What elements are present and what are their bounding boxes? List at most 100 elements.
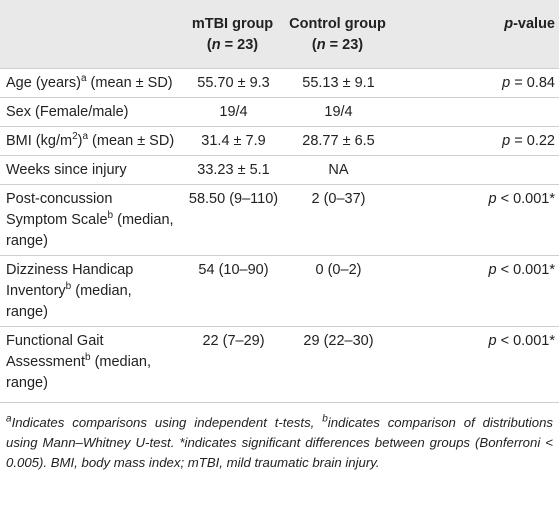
table-cell <box>390 97 559 127</box>
text: (median, range) <box>6 212 174 249</box>
text: indicates comparison of distributions us… <box>6 415 554 470</box>
italic-text: p <box>488 333 497 349</box>
table-cell: p < 0.001* <box>390 255 559 327</box>
text: Dizziness Handicap Inventory <box>6 262 134 299</box>
text: Indicates comparisons using independent … <box>11 415 323 430</box>
text: = 0.22 <box>510 133 555 149</box>
table-cell: Functional Gait Assessmentb (median, ran… <box>0 326 180 403</box>
header-line: p-value <box>394 14 555 35</box>
table-cell: 29 (22–30) <box>285 326 390 403</box>
table-cell: 55.13 ± 9.1 <box>285 68 390 98</box>
italic-text: p <box>502 75 511 91</box>
text: 28.77 ± 6.5 <box>302 133 375 149</box>
text: < 0.001* <box>496 333 555 349</box>
text: ( <box>206 37 212 53</box>
header-line: (n = 23) <box>184 35 281 56</box>
header-cell: mTBI group (n = 23) <box>180 0 285 69</box>
table-cell: p = 0.84 <box>390 68 559 98</box>
table-row: BMI (kg/m2)a (mean ± SD) 31.4 ± 7.9 28.77 … <box>0 126 559 156</box>
superscript: b <box>107 210 114 222</box>
text: ( <box>311 37 317 53</box>
header-line: (n = 23) <box>289 35 386 56</box>
table-cell: 19/4 <box>180 97 285 127</box>
table-cell: BMI (kg/m2)a (mean ± SD) <box>0 126 180 156</box>
text: 33.23 ± 5.1 <box>197 162 270 178</box>
text: -value <box>513 16 555 32</box>
header-row: mTBI group (n = 23) Control group (n = 23) p… <box>0 0 559 69</box>
text: (mean ± SD) <box>88 133 175 149</box>
text: Control group <box>289 16 386 32</box>
superscript: 2 <box>72 131 78 143</box>
italic-text: n <box>211 37 221 53</box>
table-cell <box>390 155 559 185</box>
text: 58.50 (9–110) <box>188 191 279 207</box>
header-line: Control group <box>289 14 386 35</box>
header-cell: p-value <box>390 0 559 69</box>
table-cell: p = 0.22 <box>390 126 559 156</box>
text: 54 (10–90) <box>198 262 269 278</box>
table-cell: Weeks since injury <box>0 155 180 185</box>
text: 2 (0–37) <box>311 191 366 207</box>
table-cell: Dizziness Handicap Inventoryb (median, r… <box>0 255 180 327</box>
table-row: Functional Gait Assessmentb (median, ran… <box>0 326 559 403</box>
text: = 0.84 <box>510 75 555 91</box>
text: ) <box>77 133 83 149</box>
superscript: b <box>84 352 91 364</box>
text: Functional Gait Assessment <box>6 333 104 370</box>
text: Sex (Female/male) <box>6 104 129 120</box>
text: 0 (0–2) <box>315 262 362 278</box>
footnote: aIndicates comparisons using independent… <box>0 403 559 473</box>
text: (mean ± SD) <box>86 75 173 91</box>
table-cell: 55.70 ± 9.3 <box>180 68 285 98</box>
table-cell: 33.23 ± 5.1 <box>180 155 285 185</box>
text: Age (years) <box>6 75 81 91</box>
italic-text: n <box>316 37 326 53</box>
text: BMI (kg/m <box>6 133 73 149</box>
header-cell <box>0 0 180 69</box>
italic-text: p <box>488 262 497 278</box>
text: Weeks since injury <box>6 162 127 178</box>
text: NA <box>328 162 349 178</box>
table-cell: 2 (0–37) <box>285 184 390 256</box>
text: (median, range) <box>6 354 151 391</box>
text: 29 (22–30) <box>303 333 374 349</box>
table-cell: Post-concussion Symptom Scaleb (median, … <box>0 184 180 256</box>
italic-text: p <box>502 133 511 149</box>
header-cell: Control group (n = 23) <box>285 0 390 69</box>
italic-text: p <box>504 16 514 32</box>
table-cell: 58.50 (9–110) <box>180 184 285 256</box>
italic-text: p <box>488 191 497 207</box>
text: = 23) <box>220 37 259 53</box>
text: Post-concussion Symptom Scale <box>6 191 113 228</box>
table-cell: p < 0.001* <box>390 326 559 403</box>
table-row: Sex (Female/male) 19/4 19/4 <box>0 97 559 127</box>
text: < 0.001* <box>496 262 555 278</box>
table-cell: 31.4 ± 7.9 <box>180 126 285 156</box>
text: = 23) <box>325 37 364 53</box>
superscript: a <box>6 413 12 425</box>
table-cell: NA <box>285 155 390 185</box>
table-row: Dizziness Handicap Inventoryb (median, r… <box>0 255 559 327</box>
text: (median, range) <box>6 283 132 320</box>
text: 55.13 ± 9.1 <box>302 75 375 91</box>
table-cell: Age (years)a (mean ± SD) <box>0 68 180 98</box>
table-cell: 54 (10–90) <box>180 255 285 327</box>
table-cell: Sex (Female/male) <box>0 97 180 127</box>
data-table: mTBI group (n = 23) Control group (n = 23) p… <box>0 0 559 403</box>
table-cell: 19/4 <box>285 97 390 127</box>
table-cell: 28.77 ± 6.5 <box>285 126 390 156</box>
text: 22 (7–29) <box>202 333 265 349</box>
text: 55.70 ± 9.3 <box>197 75 270 91</box>
text: 31.4 ± 7.9 <box>201 133 266 149</box>
table-cell: p < 0.001* <box>390 184 559 256</box>
superscript: a <box>80 73 87 85</box>
header-line: mTBI group <box>184 14 281 35</box>
text: 19/4 <box>324 104 353 120</box>
table-cell: 0 (0–2) <box>285 255 390 327</box>
superscript: b <box>65 281 72 293</box>
superscript: b <box>322 413 328 425</box>
text: < 0.001* <box>496 191 555 207</box>
table-row: Age (years)a (mean ± SD) 55.70 ± 9.3 55.13… <box>0 68 559 98</box>
superscript: a <box>82 131 89 143</box>
